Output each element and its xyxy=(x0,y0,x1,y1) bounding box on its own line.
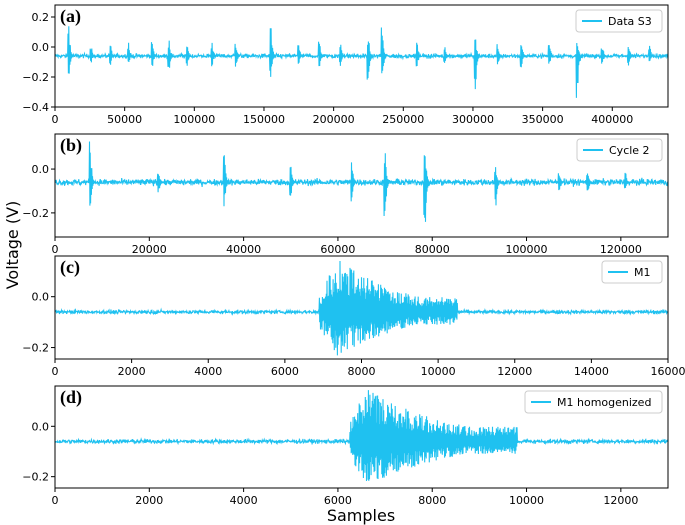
plot-frame xyxy=(54,133,669,238)
x-tick-label: 8000 xyxy=(348,365,376,378)
legend-label: M1 homogenized xyxy=(557,396,651,409)
x-tick-label: 2000 xyxy=(118,365,146,378)
panel-label: (d) xyxy=(60,387,82,408)
series-line-1 xyxy=(55,26,668,98)
panel-4: 0 2000 4000 6000 8000 10000 12000 0.0 −0.2 (d) M1 … xyxy=(22,385,669,507)
x-tick-label: 12000 xyxy=(603,494,638,507)
x-tick-label: 0 xyxy=(52,243,59,256)
x-tick-label: 200000 xyxy=(313,113,355,126)
y-tick-label: −0.4 xyxy=(22,101,49,114)
x-tick-label: 10000 xyxy=(509,494,544,507)
x-tick-label: 80000 xyxy=(415,243,450,256)
legend-box xyxy=(524,390,663,414)
y-tick-label: 0.2 xyxy=(32,11,50,24)
x-tick-label: 50000 xyxy=(107,113,142,126)
legend-label: Data S3 xyxy=(608,15,652,28)
x-tick-label: 6000 xyxy=(271,365,299,378)
panel-label: (a) xyxy=(60,6,81,27)
panel-label: (b) xyxy=(60,135,82,156)
y-tick-label: −0.2 xyxy=(22,471,49,484)
y-tick-label: 0.0 xyxy=(32,291,50,304)
series-line-2 xyxy=(55,141,668,222)
x-tick-label: 0 xyxy=(52,494,59,507)
x-tick-label: 120000 xyxy=(600,243,642,256)
x-tick-label: 150000 xyxy=(243,113,285,126)
x-tick-label: 4000 xyxy=(194,365,222,378)
x-tick-label: 2000 xyxy=(135,494,163,507)
legend-box xyxy=(575,9,663,33)
panel-2: 0 20000 40000 60000 80000 100000 120000 0.0 −0.2… xyxy=(22,133,669,256)
x-tick-label: 300000 xyxy=(452,113,494,126)
y-tick-label: 0.0 xyxy=(32,420,50,433)
x-tick-label: 20000 xyxy=(132,243,167,256)
series-line-4 xyxy=(55,390,668,482)
x-tick-label: 0 xyxy=(52,365,59,378)
legend-label: M1 xyxy=(634,266,651,279)
x-tick-label: 14000 xyxy=(574,365,609,378)
y-tick-label: 0.0 xyxy=(32,41,50,54)
y-tick-label: −0.2 xyxy=(22,71,49,84)
x-tick-label: 400000 xyxy=(591,113,633,126)
plot-frame xyxy=(54,385,669,489)
y-axis-label: Voltage (V) xyxy=(3,201,22,290)
plot-frame xyxy=(54,4,669,108)
x-tick-label: 4000 xyxy=(230,494,258,507)
legend-box xyxy=(601,260,663,284)
legend-label: Cycle 2 xyxy=(609,144,650,157)
legend-box xyxy=(576,138,663,162)
x-tick-label: 6000 xyxy=(324,494,352,507)
x-tick-label: 8000 xyxy=(418,494,446,507)
x-tick-label: 250000 xyxy=(382,113,424,126)
y-tick-label: −0.2 xyxy=(22,342,49,355)
x-tick-label: 100000 xyxy=(506,243,548,256)
x-tick-label: 40000 xyxy=(226,243,261,256)
x-tick-label: 60000 xyxy=(320,243,355,256)
panel-1: 0 50000 100000 150000 200000 250000 300000 3500… xyxy=(22,4,669,126)
series-line-3 xyxy=(55,260,668,356)
x-tick-label: 16000 xyxy=(651,365,685,378)
x-axis-label: Samples xyxy=(327,506,395,525)
y-tick-label: −0.2 xyxy=(22,207,49,220)
x-tick-label: 12000 xyxy=(497,365,532,378)
y-tick-label: 0.0 xyxy=(32,163,50,176)
panel-label: (c) xyxy=(60,257,80,278)
x-tick-label: 350000 xyxy=(522,113,564,126)
x-tick-label: 0 xyxy=(52,113,59,126)
x-tick-label: 100000 xyxy=(173,113,215,126)
x-tick-label: 10000 xyxy=(421,365,456,378)
panel-3: 0 2000 4000 6000 8000 10000 12000 14000 16000 0.0… xyxy=(22,255,685,378)
